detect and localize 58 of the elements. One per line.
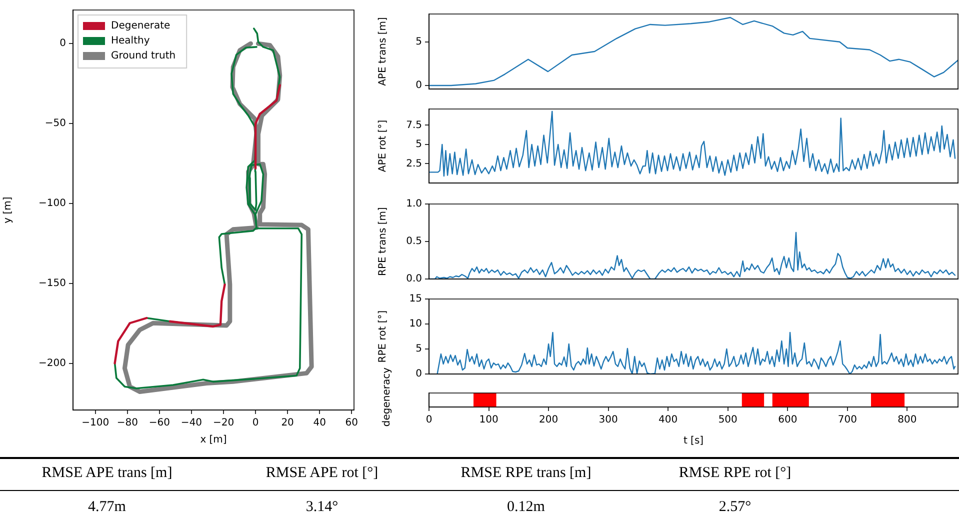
y-tick-label: −200 [38, 358, 66, 370]
x-tick-label: 200 [539, 414, 558, 426]
bar [742, 393, 764, 407]
y-tick-label: 1.0 [406, 198, 422, 210]
x-tick-label: 0 [252, 418, 259, 429]
x-tick-label: −80 [116, 418, 138, 429]
y-tick-label: 5 [416, 139, 422, 150]
y-tick-label: 2.5 [406, 158, 422, 170]
x-tick-label: 300 [598, 414, 618, 426]
x-tick-label: 40 [313, 418, 326, 429]
x-tick-label: −60 [148, 418, 170, 429]
y-tick-label: 5 [416, 36, 422, 48]
y-tick-label: 0.5 [406, 236, 422, 248]
y-axis-title: APE rot [°] [378, 120, 389, 172]
x-tick-label: −20 [212, 418, 234, 429]
text: 2.57° [718, 499, 752, 515]
x-tick-label: 0 [426, 414, 432, 426]
category-label: RMSE APE rot [°] [266, 465, 378, 482]
y-tick-label: 10 [409, 318, 422, 330]
x-tick-label: 60 [345, 418, 358, 429]
y-tick-label: −50 [44, 118, 66, 130]
x-tick-label: 400 [658, 414, 678, 426]
text: 3.14° [306, 499, 338, 515]
y-tick-label: 0 [416, 368, 422, 380]
y-tick-label: −100 [38, 198, 66, 210]
x-tick-label: 100 [479, 414, 498, 426]
bar [871, 393, 905, 407]
y-tick-label: 15 [409, 294, 422, 305]
y-axis-title: y [m] [2, 196, 14, 224]
y-axis-title: degeneracy [382, 367, 392, 427]
y-tick-label: 0 [60, 38, 66, 50]
y-tick-label: 0.0 [406, 274, 422, 285]
legend-label: Ground truth [111, 50, 176, 62]
category-label: RMSE RPE trans [m] [460, 465, 592, 482]
bar [772, 393, 809, 407]
x-tick-label: 20 [281, 418, 294, 429]
category-label: RMSE RPE rot [°] [678, 465, 792, 482]
y-tick-label: −150 [38, 278, 66, 290]
y-axis-title: RPE trans [m] [378, 206, 389, 276]
x-tick-label: 600 [778, 414, 798, 426]
x-tick-label: −40 [180, 418, 202, 429]
legend-label: Healthy [111, 36, 150, 47]
legend-label: Degenerate [111, 20, 170, 32]
y-tick-label: 5 [416, 344, 422, 355]
x-axis-title: x [m] [200, 434, 227, 446]
x-axis-title: t [s] [683, 436, 704, 447]
y-tick-label: 0 [416, 80, 422, 92]
y-axis-title: APE trans [m] [378, 17, 389, 86]
x-tick-label: 700 [838, 414, 857, 426]
x-tick-label: 500 [718, 414, 738, 426]
x-tick-label: 800 [898, 414, 917, 426]
category-label: RMSE APE trans [m] [42, 465, 172, 482]
x-tick-label: −100 [82, 418, 110, 429]
y-tick-label: 7.5 [406, 120, 422, 131]
text: 0.12m [507, 499, 545, 515]
bar [474, 393, 496, 407]
text: 4.77m [88, 499, 126, 515]
y-axis-title: RPE rot [°] [378, 310, 389, 363]
